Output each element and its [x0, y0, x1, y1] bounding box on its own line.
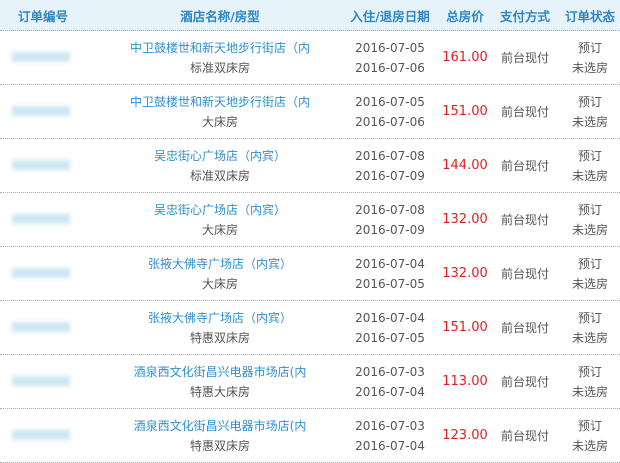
checkout-date: 2016-07-05 — [355, 330, 425, 345]
room-status: 未选房 — [571, 276, 608, 291]
hotel-name-link[interactable]: 酒泉西文化街昌兴电器市场店(内 — [133, 418, 307, 433]
total-price: 113.00 — [442, 374, 488, 389]
order-status: 预订 — [577, 256, 602, 271]
table-row: 张掖大佛寺广场店（内宾） 大床房 2016-07-04 2016-07-05 132… — [0, 247, 620, 301]
room-type: 标准双床房 — [189, 60, 250, 75]
order-number-blurred[interactable] — [12, 159, 70, 170]
hotel-name-link[interactable]: 吴忠街心广场店（内宾） — [153, 148, 286, 163]
payment-method: 前台现付 — [500, 159, 549, 173]
room-status: 未选房 — [571, 114, 608, 129]
order-number-blurred[interactable] — [12, 429, 70, 440]
order-number-blurred[interactable] — [12, 267, 70, 278]
order-status: 预订 — [577, 202, 602, 217]
payment-method: 前台现付 — [500, 321, 549, 335]
checkin-date: 2016-07-05 — [355, 94, 425, 109]
checkin-date: 2016-07-03 — [355, 364, 425, 379]
hotel-name-link[interactable]: 酒泉西文化街昌兴电器市场店(内 — [133, 364, 307, 379]
hotel-name-link[interactable]: 张掖大佛寺广场店（内宾） — [147, 310, 292, 325]
checkin-date: 2016-07-05 — [355, 40, 425, 55]
header-payment: 支付方式 — [499, 8, 550, 24]
room-type: 大床房 — [201, 114, 238, 129]
room-type: 大床房 — [201, 222, 238, 237]
order-number-blurred[interactable] — [12, 321, 70, 332]
total-price: 132.00 — [442, 266, 488, 281]
payment-method: 前台现付 — [500, 375, 549, 389]
order-number-blurred[interactable] — [12, 105, 70, 116]
hotel-name-link[interactable]: 中卫鼓楼世和新天地步行街店（内 — [129, 40, 310, 55]
total-price: 144.00 — [442, 158, 488, 173]
room-status: 未选房 — [571, 384, 608, 399]
hotel-name-link[interactable]: 吴忠街心广场店（内宾） — [153, 202, 286, 217]
header-hotel: 酒店名称/房型 — [180, 8, 260, 24]
checkout-date: 2016-07-04 — [355, 438, 425, 453]
payment-method: 前台现付 — [500, 267, 549, 281]
payment-method: 前台现付 — [500, 213, 549, 227]
hotel-name-link[interactable]: 张掖大佛寺广场店（内宾） — [147, 256, 292, 271]
order-number-blurred[interactable] — [12, 51, 70, 62]
order-number-blurred[interactable] — [12, 375, 70, 386]
checkin-date: 2016-07-08 — [355, 148, 425, 163]
table-row: 酒泉西文化街昌兴电器市场店(内 特惠大床房 2016-07-03 2016-07-0… — [0, 355, 620, 409]
room-status: 未选房 — [571, 438, 608, 453]
payment-method: 前台现付 — [500, 51, 549, 65]
order-status: 预订 — [577, 94, 602, 109]
table-row: 吴忠街心广场店（内宾） 标准双床房 2016-07-08 2016-07-09 14… — [0, 139, 620, 193]
order-status: 预订 — [577, 40, 602, 55]
table-row: 中卫鼓楼世和新天地步行街店（内 标准双床房 2016-07-05 2016-07-0… — [0, 31, 620, 85]
checkout-date: 2016-07-06 — [355, 60, 425, 75]
room-type: 特惠大床房 — [189, 384, 250, 399]
total-price: 151.00 — [442, 320, 488, 335]
checkout-date: 2016-07-05 — [355, 276, 425, 291]
hotel-name-link[interactable]: 中卫鼓楼世和新天地步行街店（内 — [129, 94, 310, 109]
header-price: 总房价 — [446, 8, 484, 24]
checkout-date: 2016-07-09 — [355, 168, 425, 183]
order-number-blurred[interactable] — [12, 213, 70, 224]
checkin-date: 2016-07-04 — [355, 256, 425, 271]
table-row: 张掖大佛寺广场店（内宾） 特惠双床房 2016-07-04 2016-07-05 1… — [0, 301, 620, 355]
order-status: 预订 — [577, 310, 602, 325]
room-type: 大床房 — [201, 276, 238, 291]
room-type: 特惠双床房 — [189, 330, 250, 345]
room-status: 未选房 — [571, 168, 608, 183]
room-status: 未选房 — [571, 330, 608, 345]
total-price: 123.00 — [442, 428, 488, 443]
table-row: 中卫鼓楼世和新天地步行街店（内 大床房 2016-07-05 2016-07-06 … — [0, 85, 620, 139]
order-list: 中卫鼓楼世和新天地步行街店（内 标准双床房 2016-07-05 2016-07-0… — [0, 31, 620, 463]
total-price: 161.00 — [442, 50, 488, 65]
room-status: 未选房 — [571, 222, 608, 237]
table-row: 酒泉西文化街昌兴电器市场店(内 特惠双床房 2016-07-03 2016-07-0… — [0, 409, 620, 463]
total-price: 132.00 — [442, 212, 488, 227]
checkin-date: 2016-07-04 — [355, 310, 425, 325]
table-row: 吴忠街心广场店（内宾） 大床房 2016-07-08 2016-07-09 132.… — [0, 193, 620, 247]
table-header: 订单编号 酒店名称/房型 入住/退房日期 总房价 支付方式 订单状态 — [0, 0, 620, 31]
room-type: 特惠双床房 — [189, 438, 250, 453]
order-status: 预订 — [577, 148, 602, 163]
checkout-date: 2016-07-04 — [355, 384, 425, 399]
header-order-no: 订单编号 — [18, 8, 69, 24]
checkout-date: 2016-07-09 — [355, 222, 425, 237]
payment-method: 前台现付 — [500, 429, 549, 443]
checkin-date: 2016-07-08 — [355, 202, 425, 217]
order-status: 预订 — [577, 418, 602, 433]
header-dates: 入住/退房日期 — [350, 8, 430, 24]
order-status: 预订 — [577, 364, 602, 379]
header-status: 订单状态 — [564, 8, 615, 24]
room-type: 标准双床房 — [189, 168, 250, 183]
checkout-date: 2016-07-06 — [355, 114, 425, 129]
payment-method: 前台现付 — [500, 105, 549, 119]
room-status: 未选房 — [571, 60, 608, 75]
checkin-date: 2016-07-03 — [355, 418, 425, 433]
total-price: 151.00 — [442, 104, 488, 119]
